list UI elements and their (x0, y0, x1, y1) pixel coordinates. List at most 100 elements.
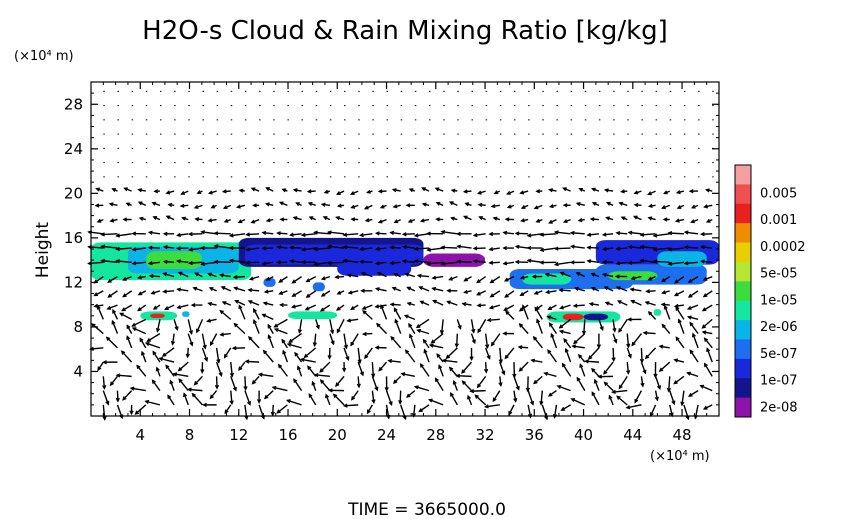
wind-arrowhead-693 (518, 367, 523, 372)
wind-arrowhead-26 (102, 360, 107, 365)
wind-arrow-190 (207, 318, 217, 322)
wind-arrow-161 (191, 393, 203, 406)
wind-arrow-33 (101, 259, 118, 264)
wind-arrowhead-659 (493, 190, 499, 195)
wind-arrowhead-552 (428, 398, 433, 403)
wind-arrowhead-445 (360, 288, 365, 293)
wind-arrow-3 (97, 361, 104, 371)
wind-arrowhead-715 (533, 379, 538, 385)
wind-arrowhead-584 (448, 276, 453, 281)
wind-arrowhead-382 (320, 202, 326, 207)
wind-arrow-786 (572, 345, 585, 349)
y-axis-label: Height (33, 222, 53, 279)
wind-arrowhead-396 (343, 344, 349, 350)
wind-arrowhead-698 (519, 292, 525, 297)
wind-arrowhead-174 (194, 217, 200, 222)
x-tick-label-3: 16 (278, 426, 297, 444)
wind-arrow-209 (230, 376, 237, 391)
wind-arrow-491 (392, 287, 401, 292)
wind-arrowhead-360 (306, 189, 312, 194)
wind-arrowhead-172 (188, 247, 193, 252)
x-tick-label-11: 48 (673, 426, 692, 444)
wind-arrowhead-239 (232, 274, 238, 280)
wind-arrowhead-222 (221, 189, 227, 194)
wind-arrow-396 (343, 333, 348, 349)
wind-arrowhead-535 (415, 324, 421, 329)
wind-arrow-197 (208, 218, 217, 222)
wind-arrowhead-373 (330, 340, 335, 346)
wind-arrow-74 (132, 327, 147, 335)
wind-arrowhead-261 (247, 288, 253, 293)
wind-arrowhead-188 (216, 359, 221, 364)
wind-arrowhead-507 (406, 393, 411, 398)
wind-arrow-805 (591, 391, 600, 406)
wind-arrowhead-51 (126, 324, 131, 329)
wind-arrow-377 (321, 275, 331, 280)
wind-arrow-990 (700, 385, 713, 392)
wind-arrowhead-887 (632, 215, 638, 220)
wind-arrowhead-351 (315, 324, 320, 330)
wind-arrowhead-658 (490, 203, 496, 209)
wind-arrow-170 (194, 272, 203, 278)
wind-arrow-259 (253, 308, 260, 320)
wind-arrowhead-858 (616, 300, 622, 305)
wind-arrow-831 (603, 361, 614, 375)
wind-arrow-771 (555, 231, 571, 235)
colorbar-swatch-7 (735, 300, 751, 321)
wind-arrowhead-796 (575, 201, 581, 207)
wind-arrowhead-759 (560, 406, 566, 411)
wind-arrowhead-8 (93, 292, 99, 297)
wind-arrowhead-791 (575, 272, 581, 277)
wind-arrowhead-728 (535, 189, 541, 194)
wind-arrow-655 (489, 247, 500, 251)
wind-arrow-701 (515, 245, 529, 249)
wind-arrowhead-378 (313, 261, 318, 267)
wind-arrowhead-751 (548, 188, 553, 193)
wind-arrowhead-244 (236, 204, 241, 209)
wind-arrowhead-773 (562, 203, 568, 208)
wind-arrow-240 (230, 259, 246, 264)
wind-arrow-468 (376, 287, 387, 292)
wind-arrowhead-816 (586, 245, 592, 250)
x-tick-label-2: 12 (229, 426, 248, 444)
wind-arrowhead-884 (627, 260, 633, 265)
wind-arrowhead-561 (431, 275, 437, 280)
wind-arrowhead-115 (167, 394, 172, 400)
wind-arrowhead-635 (477, 202, 483, 208)
wind-arrowhead-93 (151, 379, 156, 384)
wind-arrowhead-628 (476, 303, 482, 308)
wind-arrow-403 (328, 231, 345, 235)
wind-arrowhead-726 (535, 218, 541, 223)
wind-arrow-467 (375, 304, 387, 308)
wind-arrowhead-208 (229, 400, 234, 406)
wind-arrowhead-587 (440, 229, 446, 235)
wind-arrowhead-950 (673, 303, 679, 309)
wind-arrowhead-7 (93, 303, 99, 309)
wind-arrowhead-656 (488, 231, 494, 237)
wind-arrowhead-490 (389, 302, 395, 307)
wind-arrowhead-922 (666, 387, 672, 393)
wind-arrow-970 (692, 333, 699, 349)
wind-arrow-56 (116, 260, 132, 264)
wind-arrow-231 (244, 390, 251, 405)
wind-arrowhead-369 (319, 379, 325, 384)
wind-arrowhead-468 (374, 287, 380, 292)
wind-arrowhead-833 (613, 338, 618, 344)
wind-arrow-877 (640, 361, 647, 374)
wind-arrowhead-923 (658, 367, 664, 372)
wind-arrowhead-512 (403, 314, 409, 319)
wind-arrowhead-829 (603, 381, 609, 386)
wind-arrowhead-100 (150, 290, 156, 295)
wind-arrow-189 (209, 333, 218, 346)
wind-arrow-257 (248, 336, 260, 349)
wind-arrow-325 (294, 352, 303, 363)
wind-arrow-909 (640, 233, 656, 236)
wind-arrowhead-608 (456, 259, 461, 264)
wind-arrowhead-805 (591, 391, 596, 396)
wind-arrowhead-702 (514, 231, 520, 236)
wind-arrowhead-980 (690, 204, 696, 209)
wind-arrowhead-80 (131, 247, 137, 252)
wind-arrow-70 (130, 387, 146, 392)
wind-arrow-605 (462, 302, 472, 306)
wind-arrowhead-599 (461, 380, 467, 385)
